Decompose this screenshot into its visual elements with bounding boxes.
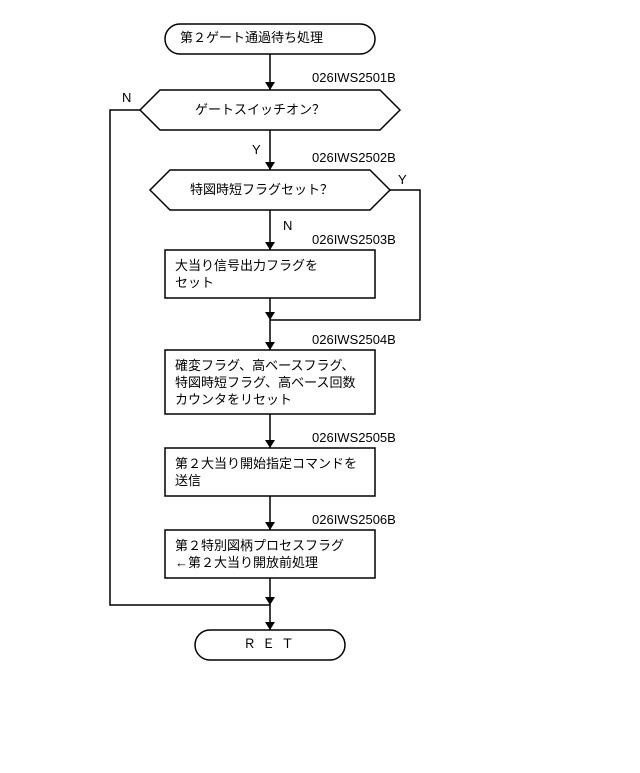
label-p4: 026IWS2506B bbox=[312, 512, 396, 527]
ret-text: ＲＥＴ bbox=[243, 636, 300, 653]
edge-label-d1-y: Y bbox=[252, 142, 261, 157]
label-p3: 026IWS2505B bbox=[312, 430, 396, 445]
process-4-text: 第２特別図柄プロセスフラグ ←第２大当り開放前処理 bbox=[175, 538, 344, 572]
process-3-text: 第２大当り開始指定コマンドを 送信 bbox=[175, 456, 357, 490]
start-text: 第２ゲート通過待ち処理 bbox=[180, 30, 323, 47]
edge-label-d2-n: N bbox=[283, 218, 292, 233]
decision-1-text: ゲートスイッチオン？ bbox=[195, 102, 325, 119]
decision-2-text: 特図時短フラグセット？ bbox=[190, 182, 333, 199]
label-d2: 026IWS2502B bbox=[312, 150, 396, 165]
label-d1: 026IWS2501B bbox=[312, 70, 396, 85]
edge-label-d2-y: Y bbox=[398, 172, 407, 187]
process-1-text: 大当り信号出力フラグを セット bbox=[175, 258, 318, 292]
label-p1: 026IWS2503B bbox=[312, 232, 396, 247]
label-p2: 026IWS2504B bbox=[312, 332, 396, 347]
process-2-text: 確変フラグ、高ベースフラグ、 特図時短フラグ、高ベース回数 カウンタをリセット bbox=[175, 358, 355, 409]
edge-label-d1-n: N bbox=[122, 90, 131, 105]
